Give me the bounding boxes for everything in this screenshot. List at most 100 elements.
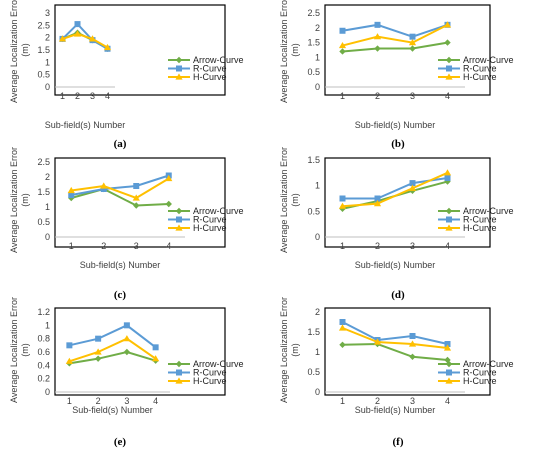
y-axis-label-unit: (m) bbox=[20, 43, 30, 57]
legend-marker bbox=[175, 224, 183, 231]
data-point bbox=[373, 33, 382, 40]
legend-entry: R-Curve bbox=[463, 215, 497, 225]
x-axis-label: Sub-field(s) Number bbox=[355, 260, 436, 270]
legend-marker bbox=[175, 207, 183, 215]
data-point bbox=[444, 178, 451, 185]
data-point bbox=[74, 21, 81, 28]
legend-entry: Arrow-Curve bbox=[463, 359, 514, 369]
panel-label: (b) bbox=[391, 138, 405, 150]
series-line bbox=[71, 177, 170, 200]
y-tick-label: 1.2 bbox=[37, 307, 50, 317]
chart-panel-2: 0 0.5 1 1.5 2 2.5 1 2 3 4 Sub-field(s) Number Avera… bbox=[9, 147, 244, 301]
legend-entry: R-Curve bbox=[193, 368, 227, 378]
y-axis-label: Average Localization Error(m) bbox=[279, 297, 300, 403]
x-tick-label: 4 bbox=[445, 396, 450, 406]
y-tick-label: 0.5 bbox=[37, 70, 50, 80]
y-tick-label: 2.5 bbox=[37, 20, 50, 30]
y-axis-label-unit: (m) bbox=[20, 193, 30, 207]
legend-marker bbox=[175, 377, 183, 384]
y-tick-label: 0 bbox=[315, 387, 320, 397]
data-point bbox=[339, 48, 346, 55]
y-axis-label-unit: (m) bbox=[290, 193, 300, 207]
series-line bbox=[69, 337, 157, 363]
x-axis-label: Sub-field(s) Number bbox=[355, 405, 436, 415]
data-point bbox=[339, 319, 346, 325]
data-point bbox=[409, 333, 416, 339]
x-tick-label: 1 bbox=[69, 241, 74, 251]
data-point bbox=[100, 186, 107, 192]
y-axis-label: Average Localization Error(m) bbox=[279, 0, 300, 103]
y-axis-label-unit: (m) bbox=[290, 343, 300, 357]
data-point bbox=[58, 35, 67, 42]
legend-entry: H-Curve bbox=[193, 223, 227, 233]
legend-marker bbox=[445, 73, 453, 80]
series-line bbox=[342, 171, 448, 208]
data-point bbox=[123, 335, 131, 342]
data-point bbox=[443, 344, 452, 351]
y-axis-label-line: Average Localization Error bbox=[279, 147, 289, 253]
x-tick-label: 2 bbox=[75, 91, 80, 101]
y-tick-label: 0 bbox=[45, 232, 50, 242]
legend-marker bbox=[175, 56, 183, 64]
data-point bbox=[103, 43, 112, 51]
y-tick-label: 0.8 bbox=[37, 334, 50, 344]
x-tick-label: 2 bbox=[101, 241, 106, 251]
data-point bbox=[95, 335, 102, 342]
x-tick-label: 1 bbox=[67, 396, 72, 406]
y-tick-label: 2 bbox=[45, 33, 50, 43]
y-tick-label: 2 bbox=[315, 307, 320, 317]
y-axis-label: Average Localization Error(m) bbox=[9, 297, 30, 403]
legend-marker bbox=[446, 369, 452, 376]
x-tick-label: 3 bbox=[90, 91, 95, 101]
x-tick-label: 3 bbox=[410, 91, 415, 101]
data-point bbox=[444, 341, 451, 347]
data-point bbox=[123, 322, 130, 329]
data-point bbox=[338, 41, 347, 49]
y-tick-label: 1 bbox=[45, 202, 50, 212]
data-point bbox=[152, 355, 160, 362]
legend-entry: H-Curve bbox=[463, 376, 497, 386]
data-point bbox=[123, 348, 131, 356]
y-axis-label-line: Average Localization Error bbox=[279, 0, 289, 103]
y-tick-label: 1 bbox=[315, 181, 320, 191]
series-line bbox=[61, 22, 108, 50]
y-tick-label: 2 bbox=[45, 172, 50, 182]
series-line bbox=[342, 321, 448, 345]
legend-entry: Arrow-Curve bbox=[463, 206, 514, 216]
y-axis-label-line: Average Localization Error bbox=[9, 297, 19, 403]
chart-frame bbox=[324, 4, 491, 96]
legend-marker bbox=[445, 207, 453, 215]
legend-entry: R-Curve bbox=[193, 64, 227, 74]
y-tick-label: 0 bbox=[315, 232, 320, 242]
y-tick-label: 0 bbox=[315, 82, 320, 92]
y-tick-label: 0 bbox=[45, 82, 50, 92]
x-tick-label: 1 bbox=[340, 91, 345, 101]
y-tick-label: 1 bbox=[45, 57, 50, 67]
legend-marker bbox=[176, 216, 182, 223]
x-axis-label: Sub-field(s) Number bbox=[72, 405, 153, 415]
series-line bbox=[69, 324, 157, 349]
legend-entry: H-Curve bbox=[463, 223, 497, 233]
legend-entry: Arrow-Curve bbox=[193, 55, 244, 65]
x-tick-label: 4 bbox=[445, 91, 450, 101]
x-tick-label: 2 bbox=[96, 396, 101, 406]
data-point bbox=[374, 21, 381, 28]
chart-panel-5: 0 0.5 1 1.5 2 1 2 3 4 Sub-field(s) Number Average … bbox=[279, 297, 514, 448]
data-point bbox=[443, 169, 452, 176]
legend-entry: Arrow-Curve bbox=[463, 55, 514, 65]
x-tick-label: 3 bbox=[410, 241, 415, 251]
x-tick-label: 4 bbox=[166, 241, 171, 251]
legend-entry: R-Curve bbox=[193, 215, 227, 225]
legend-marker bbox=[175, 73, 183, 80]
x-tick-label: 4 bbox=[153, 396, 158, 406]
series-line bbox=[62, 31, 108, 50]
legend-entry: R-Curve bbox=[463, 64, 497, 74]
chart-panel-1: 0 0.5 1 1.5 2 2.5 1 2 3 4 Sub-field(s) Number Avera… bbox=[279, 0, 514, 150]
panel-label: (e) bbox=[114, 436, 127, 448]
x-axis-label: Sub-field(s) Number bbox=[355, 120, 436, 130]
data-point bbox=[339, 27, 346, 34]
legend-marker bbox=[445, 377, 453, 384]
data-point bbox=[409, 45, 416, 52]
